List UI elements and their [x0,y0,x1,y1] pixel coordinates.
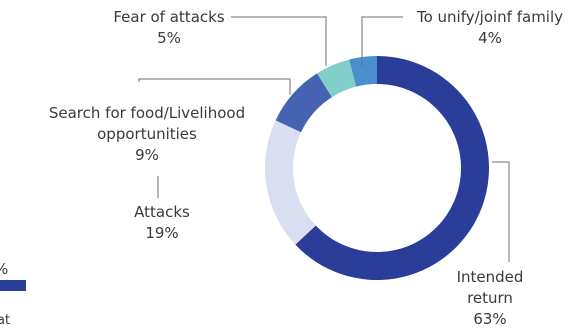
leader-lines [138,16,510,262]
attacks-label: Attacks [134,203,190,221]
search-food-value: 9% [135,146,159,164]
intended-return-label-line1: Intended [457,268,524,286]
leader-line-fear-of-attacks [231,16,327,66]
cropped-left-fragment: % at [0,260,26,328]
leader-line-intended-return [492,161,510,262]
donut-slices [265,56,489,280]
unify-family-value: 4% [478,29,502,47]
label-search-food: Search for food/Livelihood opportunities… [49,104,245,164]
slice-to-unify-joinf-family [349,56,377,87]
intended-return-label-line2: return [467,289,513,307]
slice-attacks [265,120,316,245]
slice-search-for-food-livelihood-opportunities [275,73,332,133]
fear-of-attacks-label: Fear of attacks [113,8,224,26]
slice-intended-return [295,56,489,280]
intended-return-value: 63% [473,310,506,328]
search-food-label-line1: Search for food/Livelihood [49,104,245,122]
leader-line-search-food [138,78,291,95]
fear-of-attacks-value: 5% [157,29,181,47]
fragment-text: at [0,313,10,328]
label-unify-family: To unify/joinf family 4% [416,8,563,47]
attacks-value: 19% [145,224,178,242]
slice-fear-of-attacks [316,59,357,98]
label-intended-return: Intended return 63% [457,268,524,328]
fragment-bar [0,280,26,291]
fragment-percent-sign: % [0,260,8,278]
search-food-label-line2: opportunities [97,125,197,143]
leader-line-unify-family [361,16,403,66]
label-fear-of-attacks: Fear of attacks 5% [113,8,224,47]
label-attacks: Attacks 19% [134,203,190,242]
unify-family-label: To unify/joinf family [416,8,563,26]
